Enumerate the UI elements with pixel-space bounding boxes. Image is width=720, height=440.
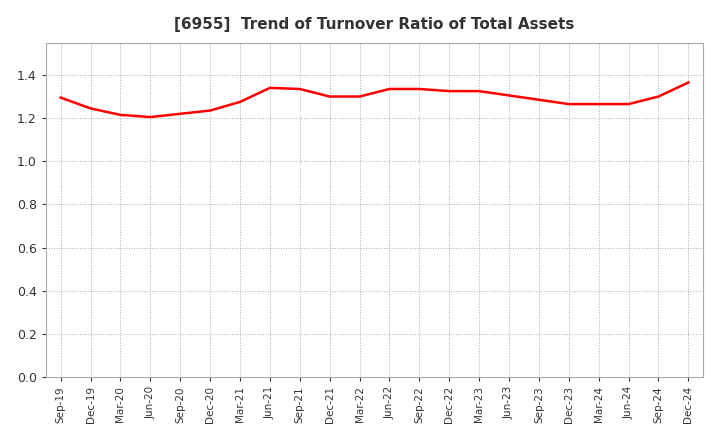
- Title: [6955]  Trend of Turnover Ratio of Total Assets: [6955] Trend of Turnover Ratio of Total …: [174, 17, 575, 32]
